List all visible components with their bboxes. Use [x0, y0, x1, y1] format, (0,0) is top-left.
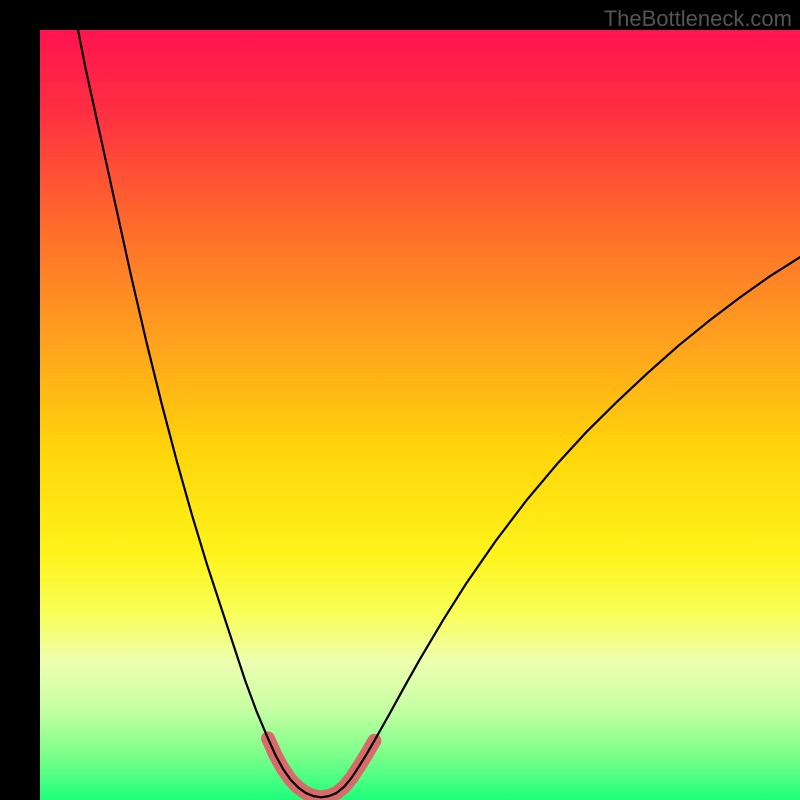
plot-svg — [40, 30, 800, 800]
watermark-text: TheBottleneck.com — [604, 6, 792, 32]
chart-container: TheBottleneck.com — [0, 0, 800, 800]
plot-area — [40, 30, 800, 800]
plot-background — [40, 30, 800, 800]
